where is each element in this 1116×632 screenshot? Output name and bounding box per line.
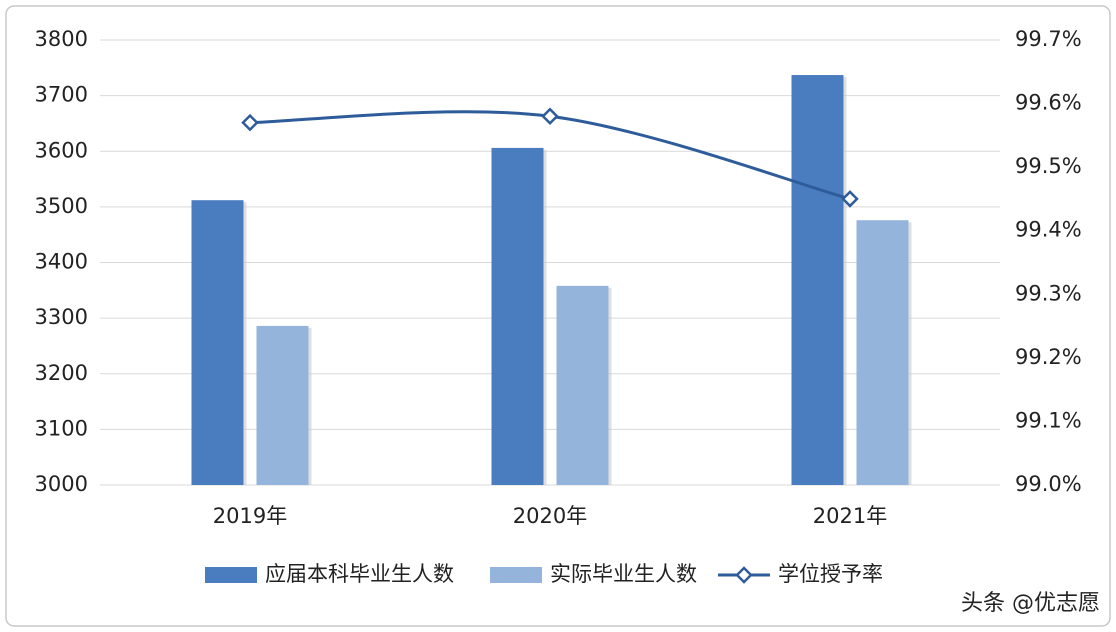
y2-tick-label: 99.5% (1015, 154, 1082, 178)
y-tick-label: 3200 (35, 361, 88, 385)
y-tick-label: 3600 (35, 138, 88, 162)
bar (791, 75, 844, 485)
line-marker (241, 113, 259, 132)
x-tick-label: 2019年 (213, 504, 287, 528)
y2-tick-label: 99.3% (1015, 281, 1082, 305)
y2-tick-label: 99.2% (1015, 345, 1082, 369)
bar (191, 200, 244, 485)
x-tick-label: 2020年 (513, 504, 587, 528)
y-tick-label: 3100 (35, 416, 88, 440)
y2-tick-label: 99.4% (1015, 218, 1082, 242)
y-tick-label: 3400 (35, 250, 88, 274)
bar (491, 147, 544, 485)
y2-tick-label: 99.7% (1015, 27, 1082, 51)
x-tick-label: 2021年 (813, 504, 887, 528)
bar (556, 285, 609, 485)
bar (256, 325, 309, 485)
y-tick-label: 3800 (35, 27, 88, 51)
line-marker (841, 190, 859, 208)
legend-label: 应届本科毕业生人数 (265, 562, 454, 586)
y-tick-label: 3700 (35, 83, 88, 107)
legend-swatch (735, 566, 753, 584)
line-marker (541, 107, 559, 126)
watermark: 头条 @优志愿 (961, 591, 1100, 616)
y-tick-label: 3000 (35, 472, 88, 496)
y2-tick-label: 99.6% (1015, 91, 1082, 115)
legend-swatch (205, 567, 257, 583)
y2-tick-label: 99.0% (1015, 472, 1082, 496)
legend-swatch (490, 567, 542, 583)
y-tick-label: 3300 (35, 305, 88, 329)
y-tick-label: 3500 (35, 194, 88, 218)
bar (856, 220, 909, 485)
y2-tick-label: 99.1% (1015, 408, 1082, 432)
legend-label: 实际毕业生人数 (550, 562, 697, 586)
legend-label: 学位授予率 (778, 562, 883, 586)
